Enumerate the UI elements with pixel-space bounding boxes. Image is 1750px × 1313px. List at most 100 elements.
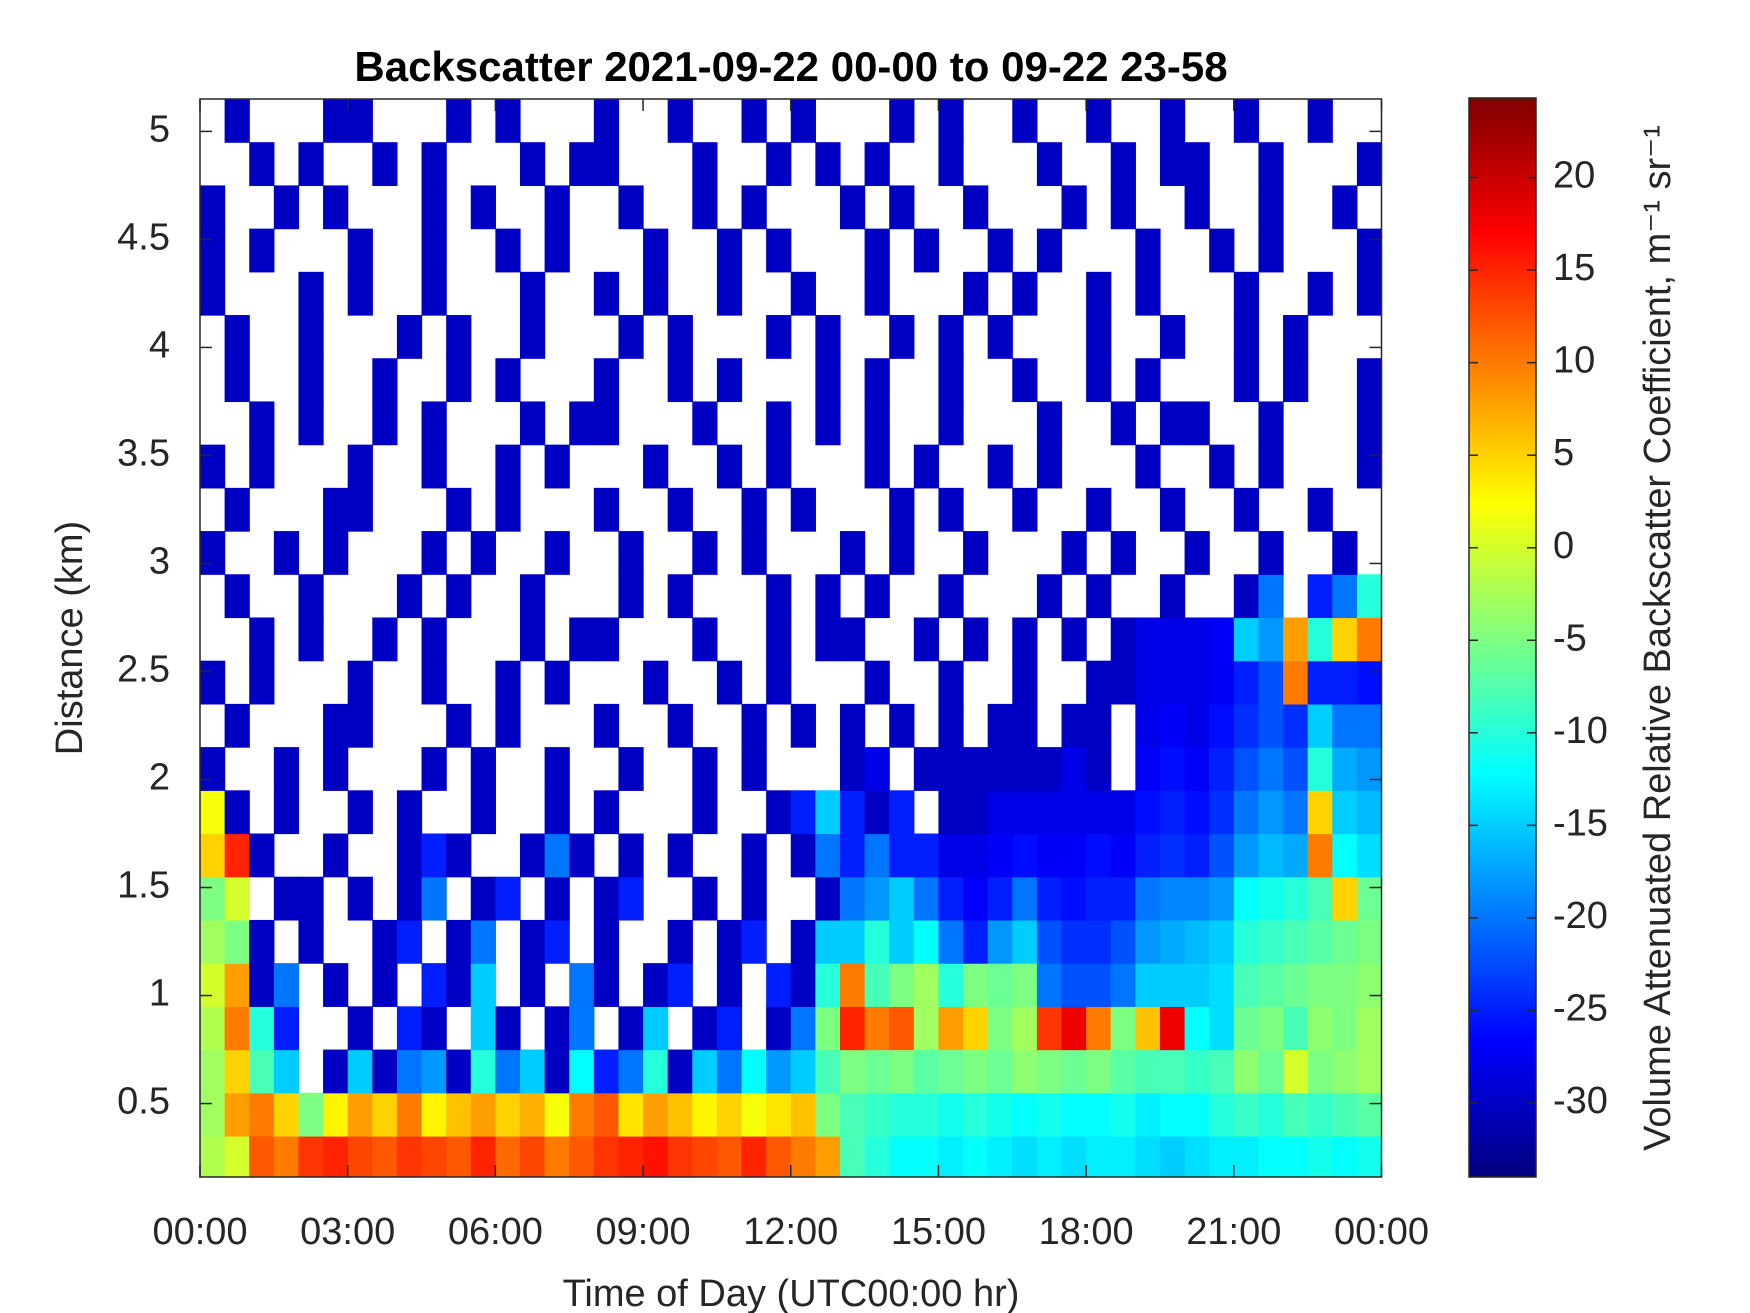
x-tick-label: 06:00 (448, 1211, 543, 1253)
cell (519, 963, 546, 1007)
cell (396, 574, 423, 619)
cell (421, 185, 447, 230)
cell (273, 747, 300, 791)
cell (1356, 963, 1382, 1007)
cell (741, 747, 767, 791)
cell (249, 228, 275, 273)
cell (396, 876, 423, 921)
cell (1159, 1049, 1186, 1094)
cell (569, 142, 595, 187)
cell (298, 358, 324, 403)
cell (1036, 790, 1063, 835)
cell (716, 963, 743, 1007)
cell (766, 963, 792, 1007)
colorbar-tick-label: -25 (1553, 987, 1608, 1029)
cell (273, 963, 300, 1007)
cell (224, 963, 250, 1007)
cell (1061, 703, 1087, 748)
cell (1159, 660, 1186, 705)
cell (1184, 531, 1210, 575)
cell (495, 660, 521, 705)
cell (544, 790, 570, 835)
cell (667, 358, 693, 403)
cell (249, 617, 275, 662)
cell (1036, 142, 1063, 187)
cell (864, 790, 890, 835)
cell (1283, 876, 1309, 921)
cell (618, 1135, 644, 1177)
cell (1209, 919, 1235, 964)
cell (987, 1006, 1013, 1051)
cell (593, 142, 620, 187)
cell (1332, 617, 1358, 662)
cell (1258, 703, 1284, 748)
cell (347, 487, 373, 532)
cell (864, 919, 890, 964)
cell (1356, 142, 1382, 187)
cell (692, 876, 718, 921)
cell (987, 1092, 1013, 1137)
y-tick-label: 1.5 (117, 865, 170, 907)
cell (298, 1092, 324, 1137)
cell (1159, 1092, 1186, 1137)
cell (224, 1006, 250, 1051)
colorbar-tick-label: -5 (1553, 617, 1587, 659)
cell (421, 142, 447, 187)
cell (1233, 790, 1260, 835)
cell (421, 747, 447, 791)
cell (667, 833, 693, 878)
cell (1233, 617, 1260, 662)
cell (1086, 963, 1112, 1007)
cell (1110, 617, 1136, 662)
cell (298, 315, 324, 359)
cell (569, 1049, 595, 1094)
cell (864, 444, 890, 489)
cell (618, 876, 644, 921)
cell (1307, 660, 1333, 705)
cell (1061, 833, 1087, 878)
cell (569, 833, 595, 878)
cell (790, 919, 816, 964)
y-tick-label: 3 (149, 541, 170, 583)
cell (889, 1092, 915, 1137)
cell (1258, 617, 1284, 662)
cell (569, 1135, 595, 1177)
cell (839, 833, 866, 878)
cell (692, 531, 718, 575)
cell (938, 1092, 964, 1137)
cell (224, 833, 250, 878)
cell (372, 401, 398, 446)
cell (692, 1049, 718, 1094)
cell (323, 963, 349, 1007)
cell (667, 703, 693, 748)
cell (864, 1092, 890, 1137)
cell (1283, 1135, 1309, 1177)
cell (396, 1135, 423, 1177)
cell (815, 574, 841, 619)
cell (1086, 919, 1112, 964)
cell (938, 574, 964, 619)
cell (1012, 1092, 1038, 1137)
cell (396, 1092, 423, 1137)
cell (1258, 1092, 1284, 1137)
cell (618, 1049, 644, 1094)
cell (224, 487, 250, 532)
cell (200, 660, 226, 705)
cell (1233, 919, 1260, 964)
cell (963, 876, 989, 921)
cell (1233, 876, 1260, 921)
cell (1110, 1049, 1136, 1094)
cell (1307, 790, 1333, 835)
cell (1110, 1092, 1136, 1137)
cell (224, 1092, 250, 1137)
cell (495, 228, 521, 273)
cell (1012, 660, 1038, 705)
cell (569, 1006, 595, 1051)
cell (643, 444, 669, 489)
cell (716, 1135, 743, 1177)
cell (716, 1006, 743, 1051)
cell (913, 1006, 940, 1051)
cell (667, 1135, 693, 1177)
cell (495, 1006, 521, 1051)
cell (1332, 185, 1358, 230)
